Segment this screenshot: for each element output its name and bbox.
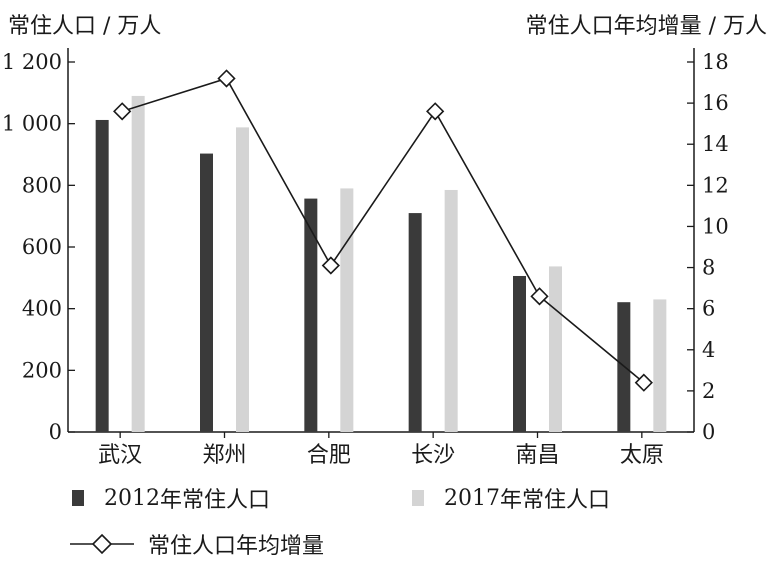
legend-line-diamond-icon — [70, 533, 134, 555]
left-axis-label: 常住人口 / 万人 — [8, 14, 162, 39]
x-tick-label: 郑州 — [202, 443, 246, 468]
x-tick-label: 太原 — [620, 443, 664, 468]
legend-label-2012-rest: 年常住人口 — [160, 488, 271, 513]
right-tick-label: 6 — [702, 297, 715, 321]
x-tick-label: 南昌 — [515, 443, 559, 468]
left-tick-label: 200 — [22, 358, 62, 382]
right-tick-label: 2 — [702, 379, 715, 403]
left-tick-label: 400 — [22, 297, 62, 321]
increment-line — [121, 77, 645, 384]
left-tick-label: 1 200 — [2, 50, 62, 74]
legend-label-2017-rest: 年常住人口 — [500, 488, 611, 513]
bar-2017 — [549, 266, 562, 432]
legend-item-2012: 2012 年常住人口 — [72, 482, 270, 514]
bar-2017 — [340, 188, 354, 432]
x-tick-label: 合肥 — [307, 443, 351, 468]
legend-label-2017-year: 2017 — [444, 485, 500, 511]
bar-2012 — [95, 119, 109, 432]
legend-label-increment: 常住人口年均增量 — [148, 534, 325, 559]
x-tick-label: 长沙 — [411, 443, 455, 468]
bar-2012 — [513, 275, 526, 432]
bar-2012 — [304, 198, 318, 432]
right-tick-label: 18 — [702, 50, 729, 74]
bar-2017 — [131, 95, 145, 433]
left-tick-label: 1 000 — [2, 112, 62, 136]
legend-label-2012-year: 2012 — [104, 485, 160, 511]
right-axis-label: 常住人口年均增量 / 万人 — [525, 14, 767, 39]
bar-2012 — [408, 213, 422, 432]
right-tick-label: 8 — [702, 256, 715, 280]
bar-2012 — [200, 153, 213, 432]
legend-swatch-light — [412, 490, 424, 506]
increment-point — [321, 256, 340, 275]
right-tick-label: 16 — [702, 91, 729, 115]
increment-point — [217, 69, 236, 88]
left-tick-label: 600 — [22, 235, 62, 259]
left-tick-label: 800 — [22, 173, 62, 197]
legend-item-2017: 2017 年常住人口 — [412, 482, 610, 514]
bar-2017 — [444, 189, 458, 432]
bar-2017 — [236, 127, 249, 432]
increment-point — [530, 287, 549, 306]
right-tick-label: 12 — [702, 173, 729, 197]
legend-swatch-dark — [72, 490, 84, 506]
increment-point — [113, 102, 132, 121]
bar-2017 — [653, 299, 667, 432]
x-tick-label: 武汉 — [98, 443, 142, 468]
increment-point — [634, 373, 653, 392]
right-tick-label: 0 — [702, 420, 715, 444]
increment-point — [426, 102, 445, 121]
right-tick-label: 10 — [702, 214, 729, 238]
left-tick-label: 0 — [49, 420, 62, 444]
legend-item-increment: 常住人口年均增量 — [70, 528, 324, 560]
right-tick-label: 14 — [702, 132, 729, 156]
right-tick-label: 4 — [702, 338, 715, 362]
